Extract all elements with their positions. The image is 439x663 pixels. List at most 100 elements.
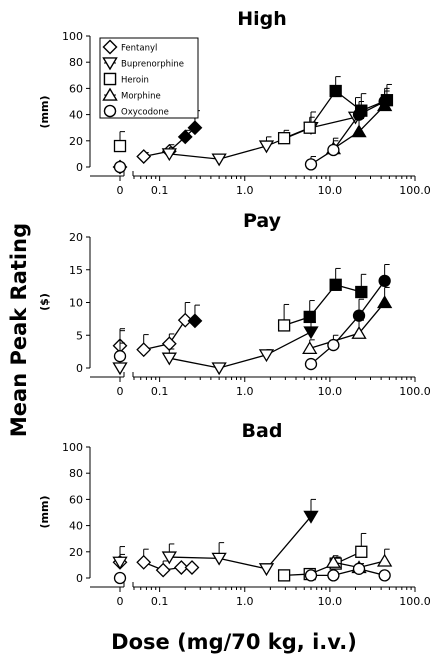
y-tick-label: 100 (62, 30, 83, 43)
series-oxycodone (113, 562, 391, 585)
y-tick-label: 0 (76, 161, 83, 174)
legend-label-heroin: Heroin (121, 76, 149, 86)
panel-title-high: High (237, 8, 287, 30)
series-line-heroin (283, 90, 388, 139)
legend: Fentanyl Buprenorphine Heroin Morphine Oxyco… (99, 37, 199, 119)
x-tick-label: 1.0 (236, 595, 254, 608)
data-point-buprenorphine (303, 326, 319, 340)
data-point-oxycodone (352, 108, 366, 121)
panel-title-pay: Pay (243, 210, 282, 232)
data-point-heroin (113, 139, 127, 153)
data-point-oxycodone (304, 569, 318, 582)
data-point-oxycodone (378, 95, 391, 108)
data-point-heroin (355, 285, 368, 299)
data-point-heroin (277, 132, 291, 145)
data-point-oxycodone (378, 569, 391, 582)
y-tick-label: 20 (69, 231, 83, 244)
y-tick-label: 5 (76, 329, 83, 342)
data-point-heroin (329, 278, 342, 291)
data-point-fentanyl (173, 560, 189, 575)
legend-marker-fentanyl (102, 39, 118, 55)
data-point-buprenorphine (161, 551, 177, 565)
x-tick-label: 1.0 (236, 385, 254, 398)
data-point-heroin (329, 84, 342, 98)
data-point-heroin (303, 121, 316, 134)
data-point-morphine (325, 555, 342, 568)
data-point-morphine (377, 553, 393, 567)
data-point-morphine (351, 124, 367, 138)
x-tick-label: 10.0 (318, 184, 343, 197)
data-point-oxycodone (352, 309, 366, 322)
data-point-buprenorphine (303, 510, 319, 524)
legend-marker-heroin (103, 72, 117, 86)
panel-unit-bad: (mm) (38, 496, 51, 529)
panel-pay: Pay ($) 0 5 10 15 20 0.1 1.0 10.0 100.0 0 (38, 210, 431, 398)
y-tick-label: 0 (76, 572, 83, 585)
data-point-fentanyl (187, 313, 203, 329)
y-tick-label: 10 (69, 297, 83, 310)
data-point-buprenorphine (258, 140, 275, 154)
y-tick-label: 80 (69, 56, 83, 69)
y-tick-label: 100 (62, 441, 83, 454)
y-tick-label: 20 (69, 135, 83, 148)
panel-high: High (mm) 0 20 40 60 80 100 0.1 1.0 10.0 100.0 0 (38, 8, 431, 197)
y-tick-label: 0 (76, 362, 83, 375)
series-line-heroin (284, 551, 362, 577)
figure-xlabel: Dose (mg/70 kg, i.v.) (111, 630, 357, 654)
y-tick-label: 15 (69, 264, 83, 277)
series-fentanyl (112, 546, 200, 578)
series-line-oxycodone (310, 280, 386, 365)
data-point-heroin (355, 545, 368, 558)
data-point-fentanyl (177, 312, 193, 328)
series-buprenorphine (112, 498, 319, 577)
data-point-buprenorphine (258, 349, 275, 363)
data-point-heroin (277, 319, 291, 332)
legend-label-oxycodone: Oxycodone (121, 108, 169, 118)
data-point-oxycodone (378, 274, 391, 288)
data-point-oxycodone (113, 571, 127, 585)
panel-unit-high: (mm) (38, 96, 51, 129)
data-point-buprenorphine (258, 563, 275, 577)
series-fentanyl (112, 302, 203, 358)
series-oxycodone (113, 264, 391, 371)
y-tick-label: 80 (69, 467, 83, 480)
data-point-oxycodone (113, 350, 127, 363)
legend-label-buprenorphine: Buprenorphine (121, 60, 184, 70)
series-line-buprenorphine (169, 331, 312, 369)
y-tick-label: 40 (69, 109, 83, 122)
data-point-buprenorphine (161, 352, 177, 366)
legend-marker-buprenorphine (102, 57, 118, 71)
legend-label-fentanyl: Fentanyl (121, 44, 157, 54)
data-point-fentanyl (155, 562, 171, 578)
series-oxycodone (113, 87, 391, 174)
data-point-buprenorphine (112, 362, 128, 376)
data-point-buprenorphine (211, 552, 227, 566)
data-point-buprenorphine (161, 148, 177, 162)
legend-label-morphine: Morphine (121, 92, 161, 102)
data-point-oxycodone (327, 569, 340, 582)
data-point-morphine (377, 295, 393, 309)
data-point-oxycodone (304, 158, 318, 171)
data-point-morphine (302, 341, 318, 355)
legend-entry-fentanyl: Fentanyl (102, 39, 157, 55)
legend-entry-oxycodone: Oxycodone (103, 104, 169, 118)
data-point-fentanyl (184, 560, 200, 575)
series-line-oxycodone (310, 568, 385, 577)
figure-ylabel: Mean Peak Rating (7, 223, 31, 437)
legend-entry-buprenorphine: Buprenorphine (102, 57, 184, 71)
data-point-fentanyl (177, 129, 193, 145)
x-tick-label-zero: 0 (117, 184, 124, 197)
series-buprenorphine (112, 321, 319, 376)
data-point-oxycodone (113, 160, 127, 174)
legend-marker-oxycodone (103, 104, 117, 118)
data-point-fentanyl (187, 120, 203, 136)
x-tick-label: 10.0 (318, 595, 343, 608)
x-tick-label-zero: 0 (117, 595, 124, 608)
series-heroin (277, 267, 368, 332)
series-fentanyl (112, 110, 203, 175)
legend-entry-morphine: Morphine (102, 87, 161, 102)
series-line-fentanyl (143, 127, 196, 158)
data-point-buprenorphine (211, 362, 227, 376)
data-point-fentanyl (136, 554, 152, 570)
x-tick-label-zero: 0 (117, 385, 124, 398)
